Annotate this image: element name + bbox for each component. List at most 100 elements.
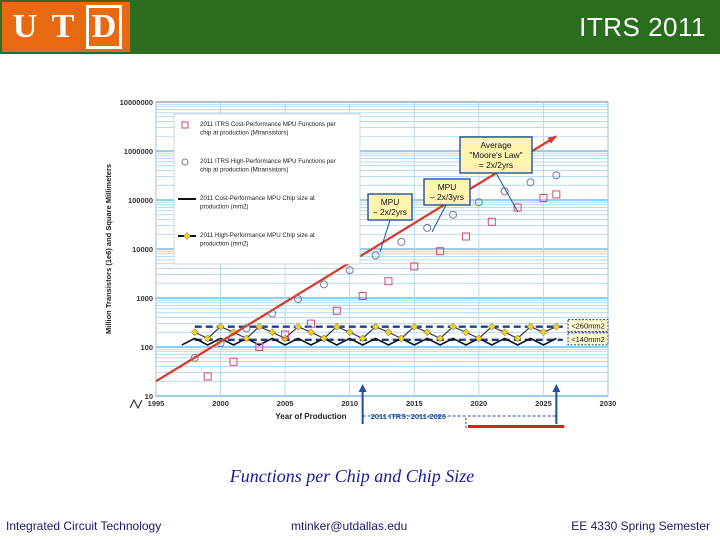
- moores-law-callout-box: [459, 136, 533, 174]
- cp-functions-marker: [539, 193, 548, 202]
- cp-functions-marker: [436, 247, 445, 256]
- hp-chip-size-marker: [539, 328, 548, 337]
- trend-line-arrowhead: [547, 136, 557, 144]
- hp-functions-marker: [552, 171, 561, 180]
- mpu-3yrs-callout-text: – 2x/3yrs: [430, 192, 464, 202]
- mpu-3yrs-callout-text: MPU: [438, 182, 457, 192]
- legend-entry: production (mm2): [200, 204, 249, 211]
- hp-chip-size-marker: [410, 322, 419, 331]
- hp-chip-size-marker: [371, 322, 380, 331]
- hp-chip-size-marker: [203, 334, 212, 343]
- hp-functions-marker: [345, 266, 354, 275]
- footer-semester: EE 4330 Spring Semester: [571, 519, 710, 533]
- cp-functions-marker: [203, 372, 212, 381]
- hp-chip-size-marker: [216, 322, 225, 331]
- cp-functions-marker: [384, 277, 393, 286]
- y-tick-label: 1000000: [124, 147, 153, 156]
- cp-functions-marker: [552, 190, 561, 199]
- footer-course: Integrated Circuit Technology: [6, 519, 162, 533]
- legend-entry: 2011 ITRS Cost-Performance MPU Functions…: [200, 121, 336, 128]
- y-tick-label: 1000: [136, 294, 153, 303]
- hp-chip-size-marker: [255, 322, 264, 331]
- hp-functions-marker: [268, 309, 277, 318]
- hp-functions-marker: [423, 223, 432, 232]
- hp-chip-size-marker: [449, 322, 457, 331]
- x-tick-label: 2010: [341, 399, 358, 408]
- hp-chip-size-marker: [307, 328, 315, 337]
- cp-functions-marker: [281, 330, 290, 339]
- x-tick-label: 2015: [406, 399, 423, 408]
- size-limit-140-label: <140mm2: [571, 335, 605, 344]
- cp-functions-marker: [332, 306, 341, 315]
- hp-chip-size-marker: [268, 328, 277, 337]
- cp-functions-marker: [461, 232, 470, 241]
- hp-functions-marker: [216, 339, 225, 348]
- hp-functions-marker: [319, 280, 328, 289]
- cp-functions-marker: [487, 217, 496, 226]
- x-axis-label: Year of Production: [275, 412, 346, 421]
- y-tick-label: 100000: [128, 196, 153, 205]
- legend-entry: 2011 ITRS High-Performance MPU Functions…: [200, 158, 336, 165]
- hp-functions-marker: [242, 324, 251, 333]
- moores-law-callout-text: Average: [480, 140, 511, 150]
- x-tick-label: 2030: [600, 399, 617, 408]
- size-limit-260-label-box: [567, 319, 609, 333]
- y-tick-label: 10000: [132, 245, 153, 254]
- hp-chip-size-marker: [500, 328, 509, 337]
- hp-chip-size-marker: [229, 328, 238, 337]
- hp-chip-size-marker: [526, 322, 535, 331]
- hp-functions-marker: [449, 210, 458, 219]
- mpu-3yrs-callout-box: [423, 178, 471, 206]
- cp-functions-marker: [255, 343, 264, 351]
- hp-chip-size-marker: [513, 334, 522, 343]
- itrs-year-arrowhead: [358, 384, 367, 392]
- cp-functions-marker: [410, 262, 419, 271]
- hp-functions-marker: [190, 353, 199, 362]
- hp-chip-size-marker: [552, 322, 561, 331]
- itrs-range-label: 2011 ITRS: 2011-2026: [371, 412, 446, 421]
- legend-swatch: [183, 232, 191, 240]
- utd-logo: U T D: [2, 2, 130, 52]
- hp-functions-marker: [397, 237, 406, 246]
- legend-swatch: [181, 158, 189, 166]
- legend-box: [173, 113, 361, 265]
- cp-functions-marker: [358, 291, 367, 300]
- axis-break-mark: [129, 398, 143, 410]
- callout-leader: [379, 219, 391, 253]
- callout-leader: [431, 204, 447, 233]
- y-tick-label: 100: [140, 343, 153, 352]
- hp-functions-marker: [371, 251, 380, 260]
- legend-entry: production (mm2): [200, 241, 249, 248]
- y-tick-label: 10000000: [120, 98, 153, 107]
- size-limit-260-label: <260mm2: [571, 322, 605, 331]
- x-tick-label: 2000: [212, 399, 229, 408]
- hp-functions-marker: [294, 295, 303, 304]
- x-tick-label: 2025: [535, 399, 552, 408]
- logo-letter-t: T: [51, 8, 75, 45]
- hp-functions-marker: [474, 198, 483, 207]
- itrs-year-arrowhead: [552, 384, 561, 392]
- hp-chip-size-marker: [320, 334, 328, 343]
- header-bar: U T D ITRS 2011: [0, 0, 720, 54]
- logo-letter-u: U: [12, 8, 38, 45]
- legend-entry: 2011 High-Performance MPU Chip size at: [200, 232, 315, 239]
- y-tick-label: 10: [145, 392, 153, 401]
- callout-leader: [495, 172, 519, 213]
- cp-functions-marker: [229, 357, 238, 366]
- y-axis-label: Million Transistors (1e6) and Square Mil…: [104, 164, 113, 334]
- hp-chip-size-marker: [436, 334, 444, 343]
- x-tick-label: 2005: [277, 399, 294, 408]
- slide-title: ITRS 2011: [579, 12, 706, 42]
- hp-chip-size-marker: [242, 334, 251, 343]
- hp-chip-size-marker: [475, 334, 483, 343]
- hp-chip-size-marker: [384, 328, 393, 337]
- moores-law-callout-text: = 2x/2yrs: [479, 160, 513, 170]
- logo-letter-d: D: [91, 8, 117, 45]
- footer-email: mtinker@utdallas.edu: [291, 519, 408, 533]
- size-limit-140-label-box: [567, 332, 609, 346]
- hp-chip-size-marker: [487, 322, 496, 331]
- hp-chip-size-marker: [190, 328, 199, 337]
- hp-chip-size-marker: [462, 328, 470, 337]
- x-tick-label: 2020: [471, 399, 488, 408]
- legend-swatch: [181, 121, 189, 129]
